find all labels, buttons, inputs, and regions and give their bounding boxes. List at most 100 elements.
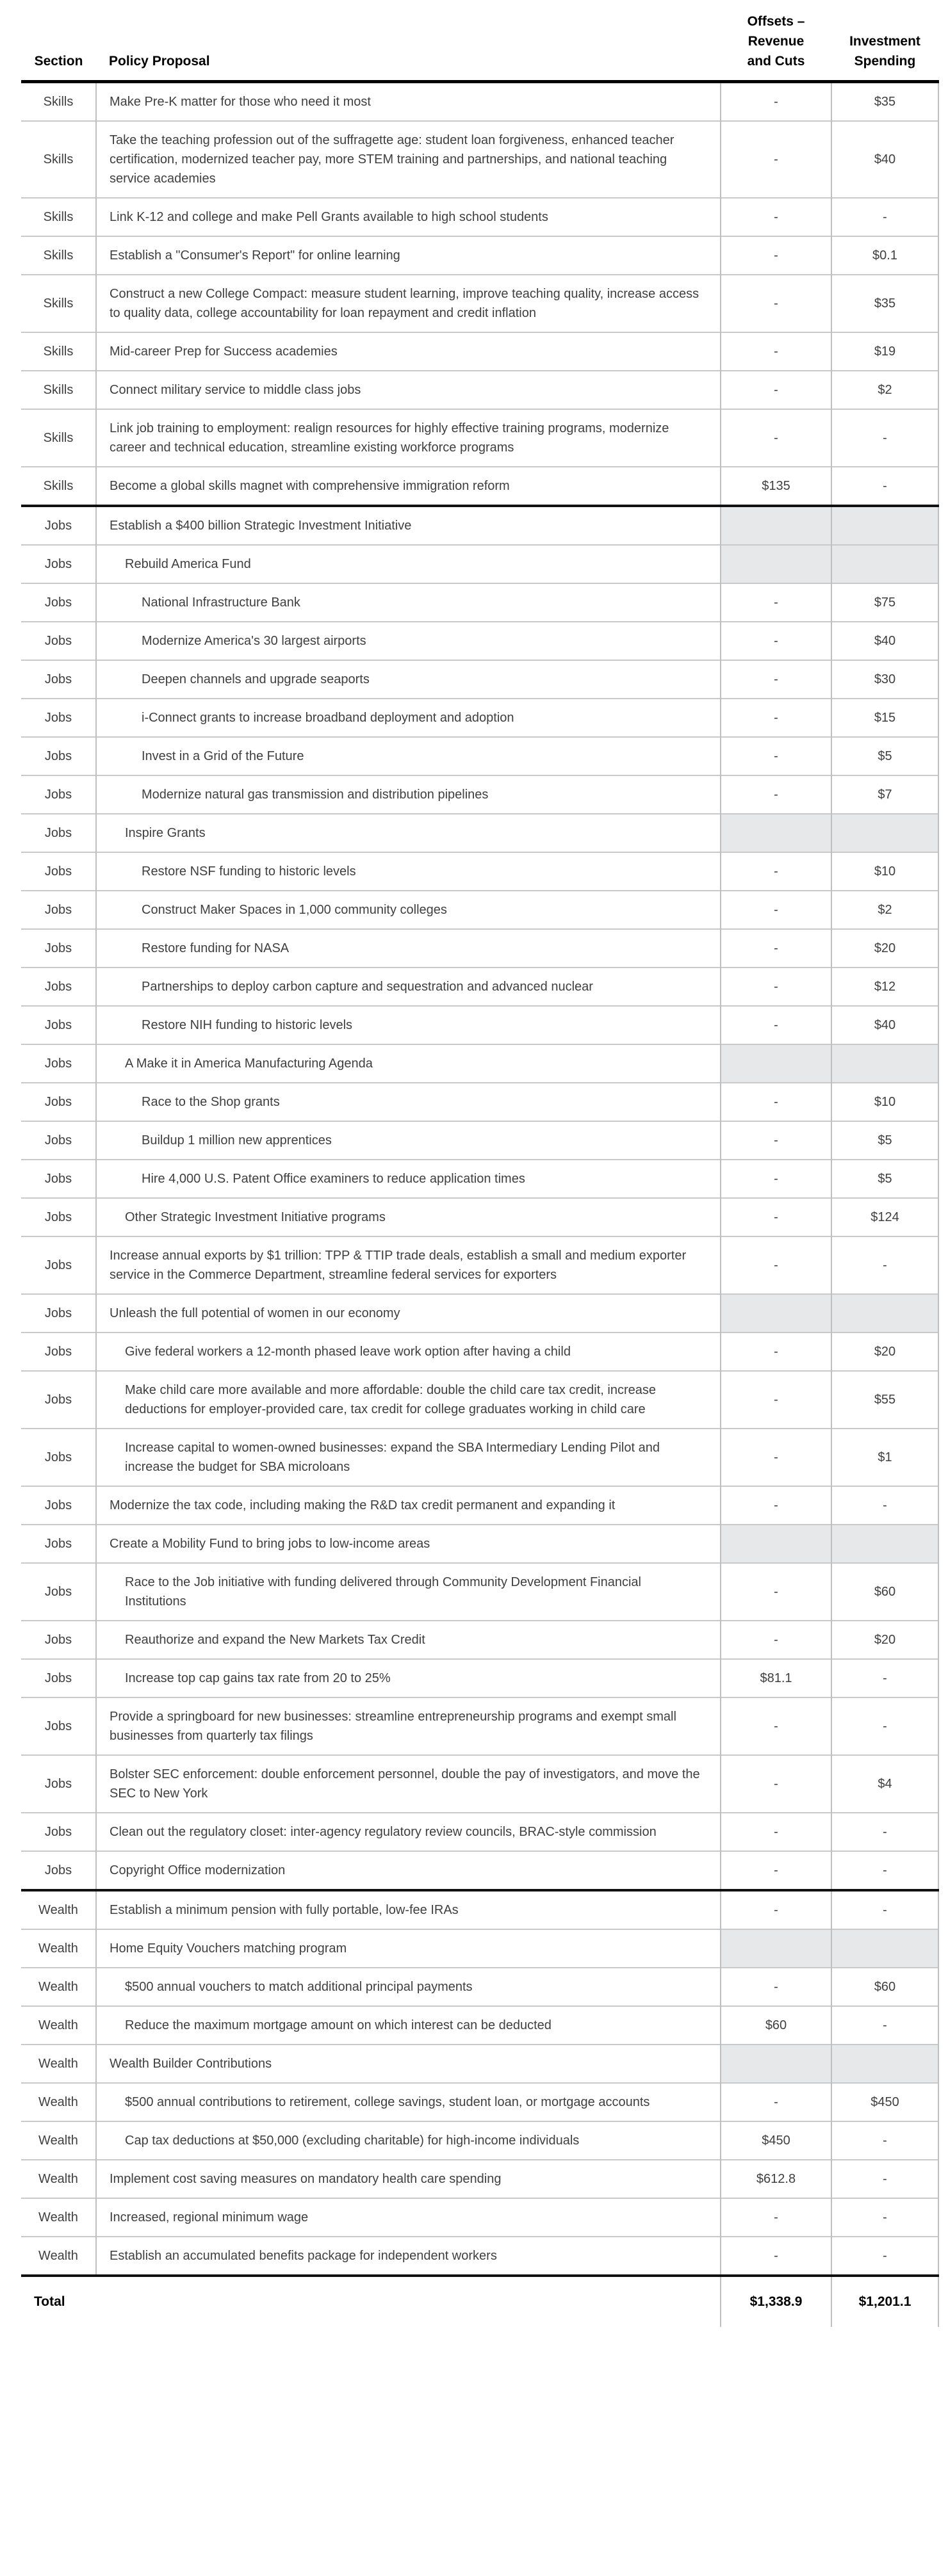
table-row: Skills Take the teaching profession out o…: [21, 120, 939, 198]
offsets-cell: $612.8: [720, 2159, 832, 2198]
investment-cell: $10: [831, 852, 939, 891]
offsets-cell: -: [720, 621, 832, 660]
offsets-cell: -: [720, 370, 832, 409]
policy-cell: Inspire Grants: [96, 813, 721, 852]
table-row: Jobs Restore NSF funding to historic leve…: [21, 852, 939, 891]
section-cell: Jobs: [21, 1370, 97, 1429]
policy-cell: Other Strategic Investment Initiative pr…: [96, 1197, 721, 1236]
policy-cell: Bolster SEC enforcement: double enforcem…: [96, 1754, 721, 1813]
policy-cell: $500 annual vouchers to match additional…: [96, 1967, 721, 2006]
offsets-cell: -: [720, 332, 832, 371]
policy-cell: Establish a "Consumer's Report" for onli…: [96, 236, 721, 275]
policy-cell: Increase top cap gains tax rate from 20 …: [96, 1658, 721, 1697]
section-cell: Jobs: [21, 660, 97, 699]
section-cell: Jobs: [21, 852, 97, 891]
section-cell: Skills: [21, 120, 97, 198]
table-row: Jobs A Make it in America Manufacturing A…: [21, 1044, 939, 1083]
header-investment-line-1: Investment: [849, 34, 920, 49]
section-cell: Skills: [21, 466, 97, 506]
section-cell: Jobs: [21, 1236, 97, 1294]
investment-cell: $60: [831, 1967, 939, 2006]
policy-cell: Mid-career Prep for Success academies: [96, 332, 721, 371]
table-row: Jobs Create a Mobility Fund to bring jobs…: [21, 1524, 939, 1563]
policy-cell: Construct Maker Spaces in 1,000 communit…: [96, 890, 721, 929]
offsets-cell: -: [720, 890, 832, 929]
policy-cell: Take the teaching profession out of the …: [96, 120, 721, 198]
section-cell: Jobs: [21, 1293, 97, 1333]
investment-cell: -: [831, 1658, 939, 1697]
table-row: Jobs Increase annual exports by $1 trilli…: [21, 1236, 939, 1294]
offsets-cell: -: [720, 197, 832, 236]
offsets-cell: $81.1: [720, 1658, 832, 1697]
section-cell: Jobs: [21, 505, 97, 545]
offsets-cell: -: [720, 1159, 832, 1198]
investment-cell: -: [831, 2159, 939, 2198]
section-cell: Jobs: [21, 928, 97, 968]
table-row: Skills Establish a "Consumer's Report" fo…: [21, 236, 939, 275]
table-row: Wealth Wealth Builder Contributions: [21, 2044, 939, 2083]
investment-cell: $4: [831, 1754, 939, 1813]
policy-cell: Modernize America's 30 largest airports: [96, 621, 721, 660]
page: Section Policy Proposal Offsets – Revenu…: [21, 8, 939, 2327]
offsets-cell: -: [720, 736, 832, 775]
offsets-cell: -: [720, 852, 832, 891]
section-cell: Jobs: [21, 736, 97, 775]
offsets-cell: [720, 544, 832, 583]
table-row: Jobs Other Strategic Investment Initiativ…: [21, 1197, 939, 1236]
investment-cell: $30: [831, 660, 939, 699]
policy-cell: Rebuild America Fund: [96, 544, 721, 583]
section-cell: Jobs: [21, 621, 97, 660]
offsets-cell: -: [720, 1428, 832, 1486]
policy-cell: Buildup 1 million new apprentices: [96, 1121, 721, 1160]
section-cell: Wealth: [21, 1967, 97, 2006]
investment-cell: -: [831, 1812, 939, 1851]
section-cell: Jobs: [21, 1524, 97, 1563]
offsets-cell: -: [720, 1121, 832, 1160]
table-row: Wealth Increased, regional minimum wage - -: [21, 2198, 939, 2237]
header-offsets-line-1: Offsets –: [747, 14, 805, 29]
offsets-cell: -: [720, 409, 832, 467]
policy-cell: Copyright Office modernization: [96, 1851, 721, 1890]
policy-cell: Clean out the regulatory closet: inter-a…: [96, 1812, 721, 1851]
policy-cell: Make child care more available and more …: [96, 1370, 721, 1429]
table-row: Skills Link K-12 and college and make Pel…: [21, 197, 939, 236]
offsets-cell: -: [720, 1082, 832, 1121]
section-cell: Wealth: [21, 2159, 97, 2198]
table-row: Skills Make Pre-K matter for those who ne…: [21, 81, 939, 121]
section-cell: Jobs: [21, 1697, 97, 1755]
header-offsets-line-3: and Cuts: [747, 54, 805, 69]
table-row: Jobs Give federal workers a 12-month phas…: [21, 1332, 939, 1371]
offsets-cell: -: [720, 775, 832, 814]
section-cell: Jobs: [21, 1082, 97, 1121]
investment-cell: $15: [831, 698, 939, 737]
table-row: Wealth Establish a minimum pension with f…: [21, 1889, 939, 1929]
offsets-cell: -: [720, 2236, 832, 2276]
table-row: Skills Construct a new College Compact: m…: [21, 274, 939, 332]
investment-cell: $40: [831, 621, 939, 660]
table-row: Jobs Clean out the regulatory closet: int…: [21, 1812, 939, 1851]
offsets-cell: -: [720, 583, 832, 622]
table-row: Jobs Race to the Job initiative with fund…: [21, 1562, 939, 1621]
offsets-cell: $450: [720, 2121, 832, 2160]
section-cell: Jobs: [21, 1005, 97, 1044]
section-cell: Jobs: [21, 1159, 97, 1198]
section-cell: Jobs: [21, 890, 97, 929]
section-cell: Jobs: [21, 698, 97, 737]
table-row: Wealth Home Equity Vouchers matching prog…: [21, 1929, 939, 1968]
table-row: Jobs Copyright Office modernization - -: [21, 1851, 939, 1890]
investment-cell: -: [831, 2121, 939, 2160]
offsets-cell: -: [720, 2198, 832, 2237]
section-cell: Jobs: [21, 1812, 97, 1851]
section-cell: Jobs: [21, 1562, 97, 1621]
header-investment-line-2: Spending: [854, 54, 916, 69]
table-row: Jobs Increase capital to women-owned busi…: [21, 1428, 939, 1486]
offsets-cell: -: [720, 1486, 832, 1525]
policy-cell: Link K-12 and college and make Pell Gran…: [96, 197, 721, 236]
section-cell: Jobs: [21, 1754, 97, 1813]
offsets-cell: -: [720, 81, 832, 121]
table-header: Section Policy Proposal Offsets – Revenu…: [21, 8, 938, 83]
investment-cell: $124: [831, 1197, 939, 1236]
investment-cell: $75: [831, 583, 939, 622]
policy-cell: Provide a springboard for new businesses…: [96, 1697, 721, 1755]
table-row: Jobs Make child care more available and m…: [21, 1370, 939, 1429]
